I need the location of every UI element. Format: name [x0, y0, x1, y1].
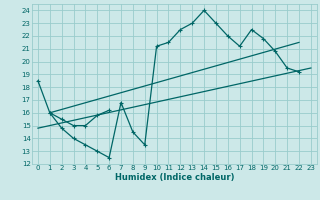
X-axis label: Humidex (Indice chaleur): Humidex (Indice chaleur) — [115, 173, 234, 182]
